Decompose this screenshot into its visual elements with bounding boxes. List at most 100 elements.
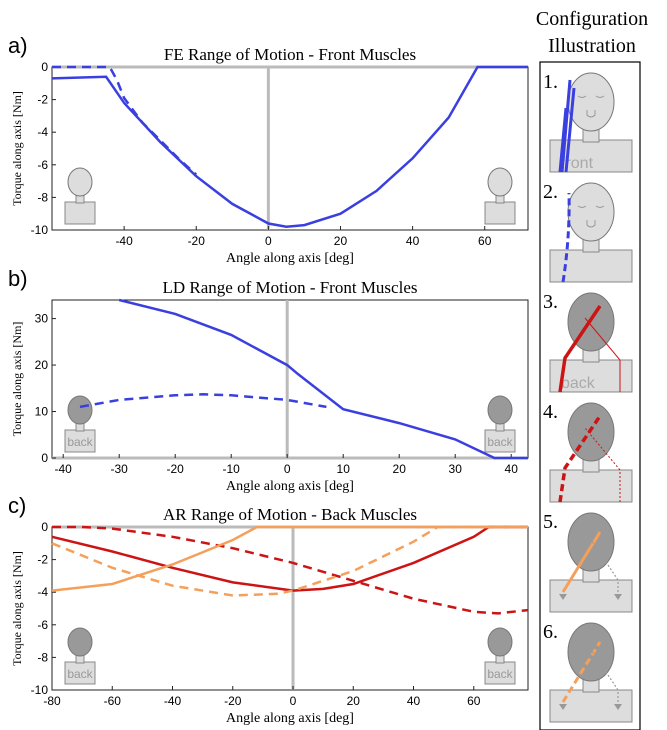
illus-muscle — [558, 305, 602, 393]
y-axis-label: Torque along axis [Nm] — [10, 91, 24, 206]
icon-head — [67, 395, 93, 425]
x-tick-label: -10 — [223, 462, 241, 476]
icon-head — [487, 167, 513, 197]
illus-head — [567, 622, 615, 682]
x-tick-label: -40 — [115, 234, 133, 248]
y-tick-label: 0 — [41, 60, 48, 74]
chart-title: FE Range of Motion - Front Muscles — [164, 45, 416, 64]
y-tick-label: -4 — [37, 585, 48, 599]
x-tick-label: 0 — [290, 694, 297, 708]
chart-title: LD Range of Motion - Front Muscles — [163, 278, 418, 297]
y-tick-label: 10 — [35, 405, 49, 419]
illus-number: 5. — [543, 511, 558, 533]
y-tick-label: 0 — [41, 520, 48, 534]
icon-shoulders — [484, 201, 516, 225]
x-axis-label: Angle along axis [deg] — [226, 479, 354, 494]
series-line — [52, 525, 529, 615]
x-tick-label: 20 — [393, 462, 407, 476]
illus-head — [567, 182, 615, 242]
illus-text: back — [561, 375, 596, 392]
y-tick-label: -10 — [31, 223, 49, 237]
illus-eyes — [577, 95, 605, 98]
illus-muscle — [558, 79, 576, 173]
x-tick-label: 40 — [406, 234, 420, 248]
illus-muscle — [561, 531, 602, 593]
x-axis-label: Angle along axis [deg] — [226, 711, 354, 726]
illus-muscle-thin — [589, 647, 619, 706]
illustration-title: Illustration — [548, 35, 636, 57]
x-tick-label: -40 — [164, 694, 182, 708]
y-axis-label: Torque along axis [Nm] — [10, 322, 24, 437]
chart-title: AR Range of Motion - Back Muscles — [163, 505, 417, 524]
illus-arrow — [559, 594, 622, 600]
y-tick-label: -4 — [37, 125, 48, 139]
x-tick-label: 10 — [337, 462, 351, 476]
panel-label: b) — [8, 266, 28, 291]
series-line — [52, 65, 198, 176]
illus-number: 6. — [543, 621, 558, 643]
x-tick-label: 60 — [478, 234, 492, 248]
icon-shoulders — [64, 201, 96, 225]
illus-head — [567, 512, 615, 572]
x-tick-label: -20 — [224, 694, 242, 708]
series-line — [79, 393, 327, 409]
y-tick-label: -10 — [31, 683, 49, 697]
icon-label: back — [67, 435, 93, 449]
illus-muscle — [558, 415, 602, 503]
x-tick-label: -30 — [111, 462, 129, 476]
icon-label: back — [67, 667, 93, 681]
x-tick-label: 0 — [265, 234, 272, 248]
illus-muscle-thin — [584, 427, 621, 502]
plot-area — [51, 66, 529, 231]
x-tick-label: 40 — [505, 462, 519, 476]
icon-label: back — [487, 667, 513, 681]
x-axis-label: Angle along axis [deg] — [226, 251, 354, 266]
illus-mouth — [586, 220, 596, 228]
y-tick-label: -2 — [37, 93, 48, 107]
series-line — [51, 525, 528, 592]
illus-mouth — [586, 110, 596, 118]
x-tick-label: 60 — [467, 694, 481, 708]
icon-head — [487, 627, 513, 657]
illus-head — [567, 72, 615, 132]
y-tick-label: 0 — [41, 451, 48, 465]
x-tick-label: -20 — [188, 234, 206, 248]
icon-head — [487, 395, 513, 425]
illus-muscle-thin — [589, 537, 619, 596]
x-tick-label: -40 — [55, 462, 73, 476]
icon-head — [67, 167, 93, 197]
panel-label: a) — [8, 33, 28, 58]
y-tick-label: -2 — [37, 553, 48, 567]
plot-area — [51, 526, 529, 691]
illus-eyes — [577, 205, 605, 208]
series-line — [118, 298, 528, 460]
illustration-box — [539, 61, 641, 730]
illus-number: 4. — [543, 401, 558, 423]
x-tick-label: -60 — [104, 694, 122, 708]
x-tick-label: 40 — [407, 694, 421, 708]
icon-head — [67, 627, 93, 657]
x-tick-label: -20 — [167, 462, 185, 476]
illus-text: front — [561, 155, 594, 172]
illus-number: 2. — [543, 181, 558, 203]
y-tick-label: 30 — [35, 312, 49, 326]
y-tick-label: -8 — [37, 650, 48, 664]
illus-muscle — [561, 192, 571, 283]
illus-muscle-thin — [584, 317, 621, 392]
x-tick-label: -80 — [43, 694, 61, 708]
illus-arrow — [559, 704, 622, 710]
x-tick-label: 30 — [449, 462, 463, 476]
series-line — [51, 525, 528, 592]
y-tick-label: -8 — [37, 190, 48, 204]
illustration-title: Configuration — [536, 8, 648, 30]
x-tick-label: 20 — [334, 234, 348, 248]
panel-label: c) — [8, 493, 26, 518]
y-tick-label: -6 — [37, 618, 48, 632]
illus-number: 1. — [543, 71, 558, 93]
illus-number: 3. — [543, 291, 558, 313]
y-axis-label: Torque along axis [Nm] — [10, 551, 24, 666]
series-line — [51, 525, 528, 597]
y-tick-label: 20 — [35, 358, 49, 372]
y-tick-label: -6 — [37, 158, 48, 172]
